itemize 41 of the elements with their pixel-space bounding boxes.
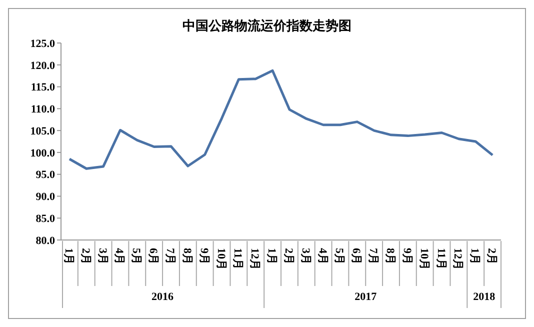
x-tick-label: 5月	[130, 248, 142, 264]
x-tick-label: 11月	[232, 248, 244, 270]
y-tick-label: 110.0	[30, 104, 56, 116]
x-tick-label: 1月	[266, 248, 278, 264]
x-tick-label: 9月	[198, 248, 210, 264]
text: 2016	[152, 291, 174, 303]
x-tick-label: 2月	[486, 248, 498, 264]
x-tick-label: 10月	[418, 248, 430, 270]
x-tick-label: 7月	[164, 248, 176, 264]
x-tick-label: 1月	[62, 248, 74, 264]
line-series	[68, 69, 494, 170]
y-tick-label: 115.0	[30, 82, 56, 94]
x-tick-label: 2月	[282, 248, 294, 264]
y-tick-label: 125.0	[30, 38, 56, 50]
x-tick-label: 11月	[434, 248, 447, 270]
x-tick-label: 4月	[316, 248, 328, 264]
x-tick-label: 4月	[113, 248, 126, 264]
y-tick-label: 80.0	[36, 234, 56, 247]
y-tick-label: 90.0	[36, 191, 56, 204]
y-tick-label: 85.0	[36, 213, 56, 226]
x-tick-label: 1月	[468, 248, 481, 264]
x-tick-label: 10月	[214, 248, 227, 270]
x-tick-label: 3月	[299, 248, 312, 264]
x-tick-label: 6月	[147, 248, 160, 264]
y-tick-label: 120.0	[30, 60, 56, 72]
x-tick-label: 7月	[367, 248, 380, 264]
x-tick-label: 6月	[350, 248, 362, 264]
x-tick-label: 2月	[79, 248, 92, 264]
x-tick-label: 8月	[384, 248, 396, 264]
text: 2017	[354, 291, 378, 303]
x-tick-label: 12月	[248, 248, 261, 270]
x-tick-label: 3月	[96, 248, 108, 264]
x-tick-label: 5月	[333, 248, 346, 264]
x-tick-label: 8月	[180, 248, 193, 264]
chart-title: 中国公路物流运价指数走势图	[182, 17, 352, 35]
y-tick-label: 105.0	[30, 125, 56, 138]
x-tick-label: 12月	[452, 248, 464, 270]
x-tick-label: 9月	[400, 248, 413, 264]
y-tick-label: 95.0	[36, 169, 56, 182]
y-tick-label: 100.0	[30, 147, 56, 160]
text: 2018	[473, 291, 496, 303]
